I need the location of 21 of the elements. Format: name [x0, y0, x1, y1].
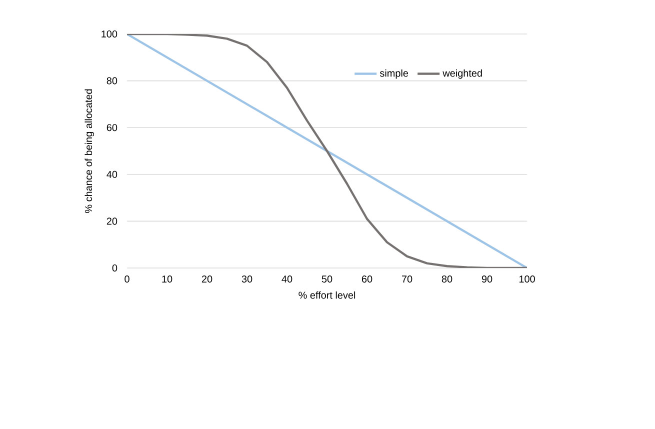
- x-tick-label: 0: [124, 276, 130, 283]
- x-tick-label: 70: [402, 276, 412, 283]
- y-tick-label: 40: [106, 170, 118, 178]
- x-tick-label: 40: [282, 276, 292, 283]
- y-tick-label: 0: [112, 264, 118, 272]
- x-axis-title: % effort level: [298, 291, 356, 299]
- y-axis-title: % chance of being allocated: [84, 89, 94, 213]
- x-tick-label: 60: [362, 276, 372, 283]
- x-tick-label: 30: [242, 276, 252, 283]
- y-tick-label: 60: [106, 124, 118, 132]
- x-tick-label: 80: [442, 276, 452, 283]
- x-tick-label: 10: [162, 276, 172, 283]
- y-tick-label: 80: [106, 77, 118, 84]
- y-tick-label: 100: [102, 30, 118, 38]
- x-tick-label: 90: [482, 276, 492, 283]
- legend-label: simple: [380, 69, 408, 79]
- x-tick-label: 50: [322, 276, 332, 283]
- x-tick-label: 100: [519, 276, 535, 283]
- x-tick-label: 20: [202, 276, 212, 283]
- legend-label: weighted: [442, 69, 482, 79]
- y-tick-label: 20: [106, 218, 118, 225]
